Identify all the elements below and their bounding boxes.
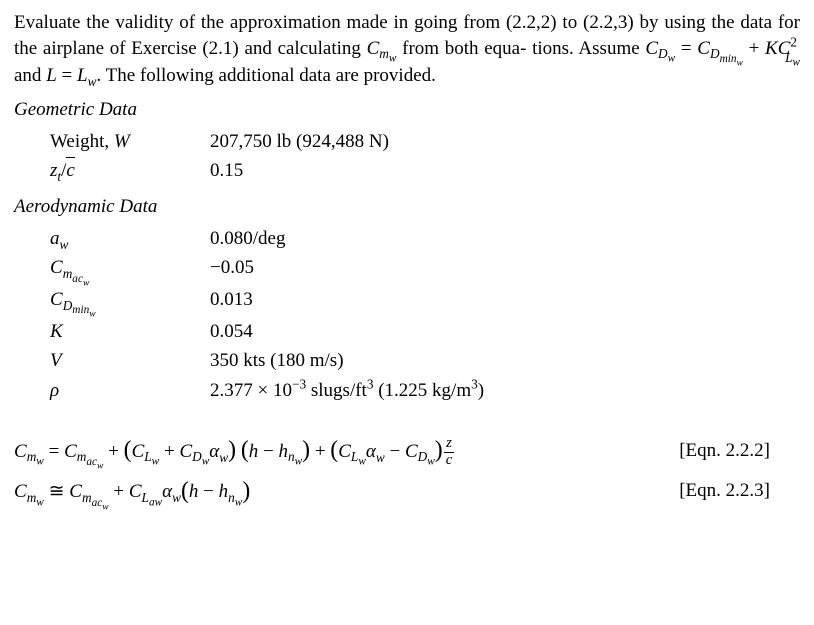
para-text-2b: and [14, 65, 46, 86]
row-symbol: K [50, 317, 210, 347]
equations-block: Cmw = Cmacw + (CLw + CDwαw) (h − hnw) + … [14, 434, 800, 507]
row-value: 350 kts (180 m/s) [210, 346, 484, 376]
equation-row-1: Cmw = Cmacw + (CLw + CDwαw) (h − hnw) + … [14, 434, 800, 469]
problem-paragraph: Evaluate the validity of the approximati… [14, 10, 800, 89]
inline-cmw: Cmw [367, 38, 397, 59]
row-value: 207,750 lb (924,488 N) [210, 127, 389, 157]
equation-2-label: [Eqn. 2.2.3] [679, 478, 800, 504]
equation-row-2: Cmw ≅ Cmacw + CLawαw(h − hnw) [Eqn. 2.2.… [14, 474, 800, 507]
row-symbol: V [50, 346, 210, 376]
row-symbol: zt/c [50, 156, 210, 186]
inline-assume: CDw = CDminw + KC2Lw [645, 38, 800, 59]
row-symbol: Weight, W [50, 127, 210, 157]
row-value: 2.377 × 10−3 slugs/ft3 (1.225 kg/m3) [210, 376, 484, 406]
table-row: Cmacw −0.05 [50, 253, 484, 285]
table-row: ρ 2.377 × 10−3 slugs/ft3 (1.225 kg/m3) [50, 376, 484, 406]
aero-table: aw 0.080/deg Cmacw −0.05 CDminw 0.013 K … [50, 224, 484, 406]
table-row: zt/c 0.15 [50, 156, 389, 186]
table-row: V 350 kts (180 m/s) [50, 346, 484, 376]
inline-leqlw: L = Lw [46, 65, 96, 86]
table-row: K 0.054 [50, 317, 484, 347]
row-value: −0.05 [210, 253, 484, 285]
row-value: 0.15 [210, 156, 389, 186]
row-value: 0.054 [210, 317, 484, 347]
equation-2: Cmw ≅ Cmacw + CLawαw(h − hnw) [14, 474, 250, 507]
row-symbol: Cmacw [50, 253, 210, 285]
para-text-1b: from both equa- [396, 38, 526, 59]
row-value: 0.080/deg [210, 224, 484, 254]
table-row: CDminw 0.013 [50, 285, 484, 317]
table-row: Weight, W 207,750 lb (924,488 N) [50, 127, 389, 157]
para-text-2a: tions. Assume [532, 38, 645, 59]
geometric-heading: Geometric Data [14, 97, 800, 123]
row-symbol: CDminw [50, 285, 210, 317]
row-value: 0.013 [210, 285, 484, 317]
equation-1-label: [Eqn. 2.2.2] [679, 438, 800, 464]
equation-1: Cmw = Cmacw + (CLw + CDwαw) (h − hnw) + … [14, 434, 455, 469]
table-row: aw 0.080/deg [50, 224, 484, 254]
row-symbol: ρ [50, 376, 210, 406]
aero-heading: Aerodynamic Data [14, 194, 800, 220]
geometric-table: Weight, W 207,750 lb (924,488 N) zt/c 0.… [50, 127, 389, 186]
row-symbol: aw [50, 224, 210, 254]
para-text-2c: . The following additional data are prov… [96, 65, 435, 86]
